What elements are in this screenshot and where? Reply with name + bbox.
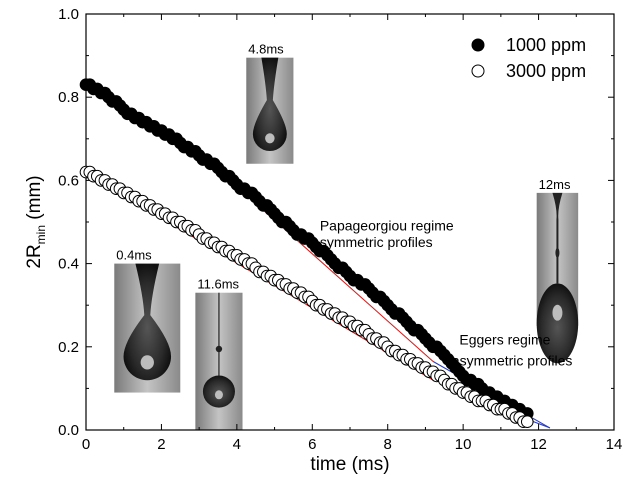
x-tick-label: 0: [82, 436, 90, 453]
drop-highlight: [265, 133, 275, 144]
drop-highlight: [214, 390, 223, 400]
x-tick-label: 2: [157, 436, 165, 453]
annotation-text: symmetric profiles: [320, 234, 433, 250]
y-axis-label: 2Rmin (mm): [24, 175, 48, 268]
x-tick-label: 14: [606, 436, 623, 453]
y-tick-label: 1.0: [58, 6, 79, 23]
inset-3: 11.6ms: [195, 277, 243, 430]
series-3000ppm-markers: [79, 165, 534, 429]
drop-shape: [536, 283, 579, 364]
y-tick-label: 0.8: [58, 89, 79, 106]
legend: 1000 ppm 3000 ppm: [471, 35, 586, 81]
y-axis-ticks: 0.0 0.2 0.4 0.6 0.8 1.0: [58, 6, 614, 439]
y-tick-label: 0.6: [58, 172, 79, 189]
inset-time-label: 4.8ms: [248, 42, 284, 57]
inset-time-label: 0.4ms: [116, 248, 152, 263]
x-tick-label: 6: [308, 436, 316, 453]
legend-label-3000ppm: 3000 ppm: [506, 61, 586, 81]
thread-bead: [215, 345, 223, 353]
x-axis-ticks: 0 2 4 6 8 10 12 14: [82, 14, 623, 453]
thread-shape: [552, 192, 563, 284]
annotation-text: Papageorgiou regime: [320, 217, 454, 233]
drop-highlight: [552, 304, 563, 321]
legend-marker-1000ppm: [471, 38, 485, 52]
inset-2: 0.4ms: [114, 248, 181, 393]
legend-marker-3000ppm: [471, 64, 485, 78]
inset-1: 12ms: [536, 177, 579, 364]
annotation-text: asymmetric profiles: [452, 353, 573, 369]
drop-shape: [252, 57, 287, 152]
legend-label-1000ppm: 1000 ppm: [506, 35, 586, 55]
inset-time-label: 12ms: [539, 177, 571, 192]
drop-highlight: [140, 355, 154, 370]
x-axis-label: time (ms): [310, 454, 389, 475]
x-tick-label: 8: [384, 436, 392, 453]
y-tick-label: 0.2: [58, 339, 79, 356]
data-point: [521, 415, 534, 429]
inset-0: 4.8ms: [246, 42, 294, 164]
y-tick-label: 0.0: [58, 422, 79, 439]
thread-bead: [555, 247, 560, 258]
y-axis-label-subscript: min: [34, 225, 48, 244]
inset-images: 4.8ms 12ms 0.4ms 11.6ms: [114, 42, 579, 430]
inset-time-label: 11.6ms: [197, 277, 239, 292]
drop-shape: [123, 263, 172, 381]
y-tick-label: 0.4: [58, 256, 79, 273]
x-tick-label: 12: [530, 436, 547, 453]
x-tick-label: 10: [455, 436, 472, 453]
y-axis-label-main: 2R: [24, 244, 45, 268]
annotation-text: Eggers regime: [459, 332, 550, 348]
y-axis-label-unit: (mm): [24, 175, 45, 225]
x-tick-label: 4: [233, 436, 241, 453]
